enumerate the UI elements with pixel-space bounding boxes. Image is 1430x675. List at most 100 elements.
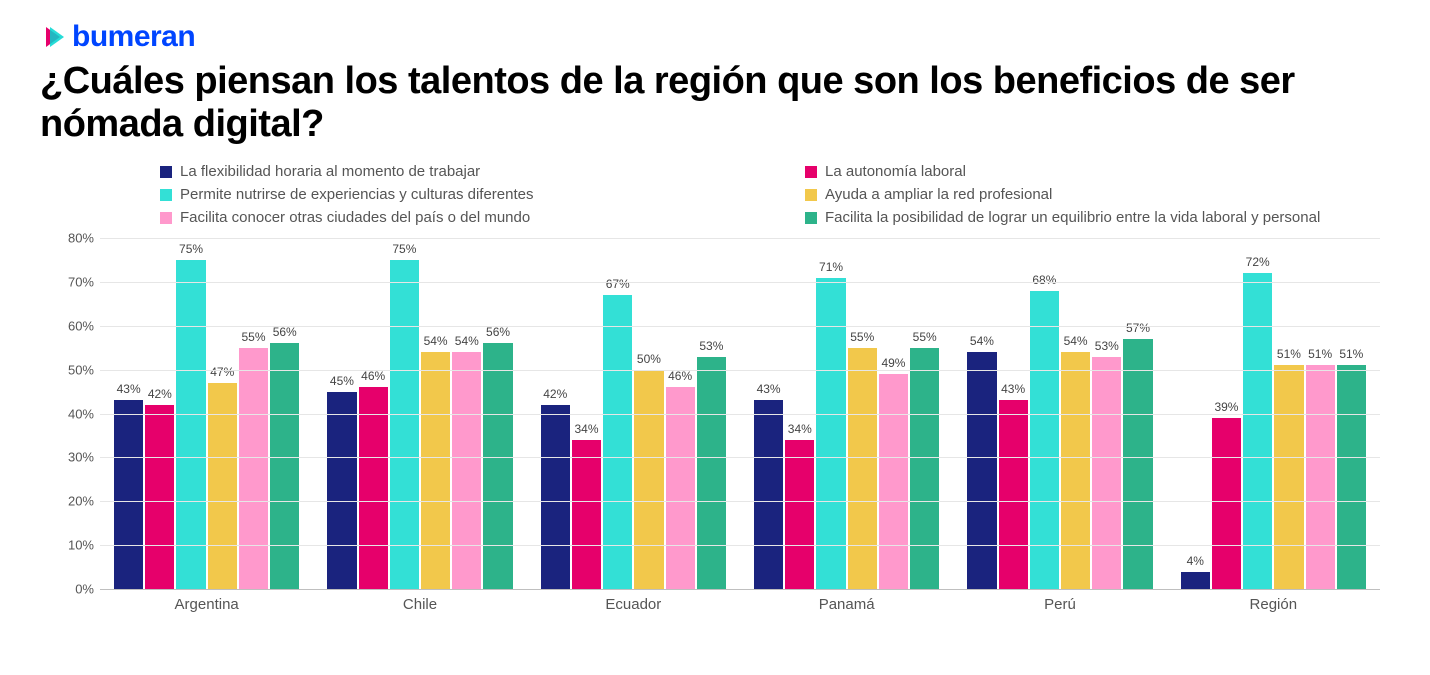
chart-title: ¿Cuáles piensan los talentos de la regió… [40,60,1390,145]
y-tick-label: 80% [54,231,94,246]
x-category-label: Región [1167,590,1380,618]
gridline [100,414,1380,415]
y-tick-label: 10% [54,538,94,553]
bar-value-label: 46% [668,369,692,383]
bar-value-label: 55% [913,330,937,344]
bar: 4% [1181,572,1210,590]
bar: 55% [239,348,268,589]
bar: 54% [452,352,481,589]
legend-label: La flexibilidad horaria al momento de tr… [180,163,480,180]
bar-value-label: 49% [881,356,905,370]
bar: 75% [176,260,205,589]
legend-swatch [160,166,172,178]
bar-value-label: 75% [179,242,203,256]
x-category-label: Perú [953,590,1166,618]
bar-value-label: 68% [1032,273,1056,287]
legend-label: Ayuda a ampliar la red profesional [825,186,1052,203]
bar-value-label: 43% [117,382,141,396]
bar: 51% [1306,365,1335,589]
bar: 51% [1274,365,1303,589]
legend-swatch [805,189,817,201]
chart: 43%42%75%47%55%56%45%46%75%54%54%56%42%3… [100,238,1380,618]
bar-value-label: 56% [273,325,297,339]
bar-value-label: 39% [1214,400,1238,414]
bar-value-label: 72% [1246,255,1270,269]
bar-value-label: 54% [455,334,479,348]
legend: La flexibilidad horaria al momento de tr… [160,163,1390,226]
bar-value-label: 43% [1001,382,1025,396]
x-axis-labels: ArgentinaChileEcuadorPanamáPerúRegión [100,590,1380,618]
brand-logo: bumeran [40,20,1390,54]
bar: 46% [666,387,695,589]
bar-value-label: 42% [148,387,172,401]
gridline [100,326,1380,327]
bar: 39% [1212,418,1241,589]
bar: 45% [327,392,356,589]
bar-value-label: 42% [543,387,567,401]
bar-value-label: 56% [486,325,510,339]
y-tick-label: 60% [54,318,94,333]
bar: 55% [848,348,877,589]
bar-value-label: 51% [1308,347,1332,361]
brand-name: bumeran [72,20,195,54]
bar: 55% [910,348,939,589]
gridline [100,501,1380,502]
y-tick-label: 40% [54,406,94,421]
y-tick-label: 50% [54,362,94,377]
bar-value-label: 43% [757,382,781,396]
legend-label: La autonomía laboral [825,163,966,180]
bar: 34% [572,440,601,589]
bar: 46% [359,387,388,589]
legend-item: Facilita conocer otras ciudades del país… [160,209,745,226]
bar: 42% [541,405,570,589]
bar-value-label: 54% [1064,334,1088,348]
bar-value-label: 34% [574,422,598,436]
bar-value-label: 55% [241,330,265,344]
gridline [100,457,1380,458]
bar-value-label: 45% [330,374,354,388]
gridline [100,370,1380,371]
x-category-label: Ecuador [527,590,740,618]
legend-swatch [805,212,817,224]
bar: 43% [114,400,143,589]
legend-label: Facilita conocer otras ciudades del país… [180,209,530,226]
bar-value-label: 53% [1095,339,1119,353]
bar: 75% [390,260,419,589]
x-category-label: Chile [313,590,526,618]
y-tick-label: 20% [54,494,94,509]
bar-value-label: 34% [788,422,812,436]
bar: 43% [999,400,1028,589]
bar: 51% [1337,365,1366,589]
bar: 53% [697,357,726,590]
legend-item: La flexibilidad horaria al momento de tr… [160,163,745,180]
legend-item: Ayuda a ampliar la red profesional [805,186,1390,203]
y-tick-label: 0% [54,582,94,597]
bar-value-label: 47% [210,365,234,379]
legend-item: La autonomía laboral [805,163,1390,180]
legend-label: Permite nutrirse de experiencias y cultu… [180,186,534,203]
plot-area: 43%42%75%47%55%56%45%46%75%54%54%56%42%3… [100,238,1380,590]
bar-value-label: 53% [699,339,723,353]
bar-value-label: 57% [1126,321,1150,335]
x-category-label: Argentina [100,590,313,618]
bar: 50% [634,370,663,589]
gridline [100,282,1380,283]
bar-value-label: 75% [392,242,416,256]
legend-label: Facilita la posibilidad de lograr un equ… [825,209,1320,226]
bar: 54% [967,352,996,589]
y-tick-label: 30% [54,450,94,465]
bar: 72% [1243,273,1272,589]
bar: 43% [754,400,783,589]
bar-value-label: 54% [424,334,448,348]
logo-mark-icon [40,23,68,51]
x-category-label: Panamá [740,590,953,618]
bar-value-label: 54% [970,334,994,348]
bar: 42% [145,405,174,589]
legend-swatch [160,189,172,201]
bar: 34% [785,440,814,589]
legend-swatch [805,166,817,178]
legend-item: Permite nutrirse de experiencias y cultu… [160,186,745,203]
bar: 53% [1092,357,1121,590]
legend-item: Facilita la posibilidad de lograr un equ… [805,209,1390,226]
bar-value-label: 51% [1339,347,1363,361]
